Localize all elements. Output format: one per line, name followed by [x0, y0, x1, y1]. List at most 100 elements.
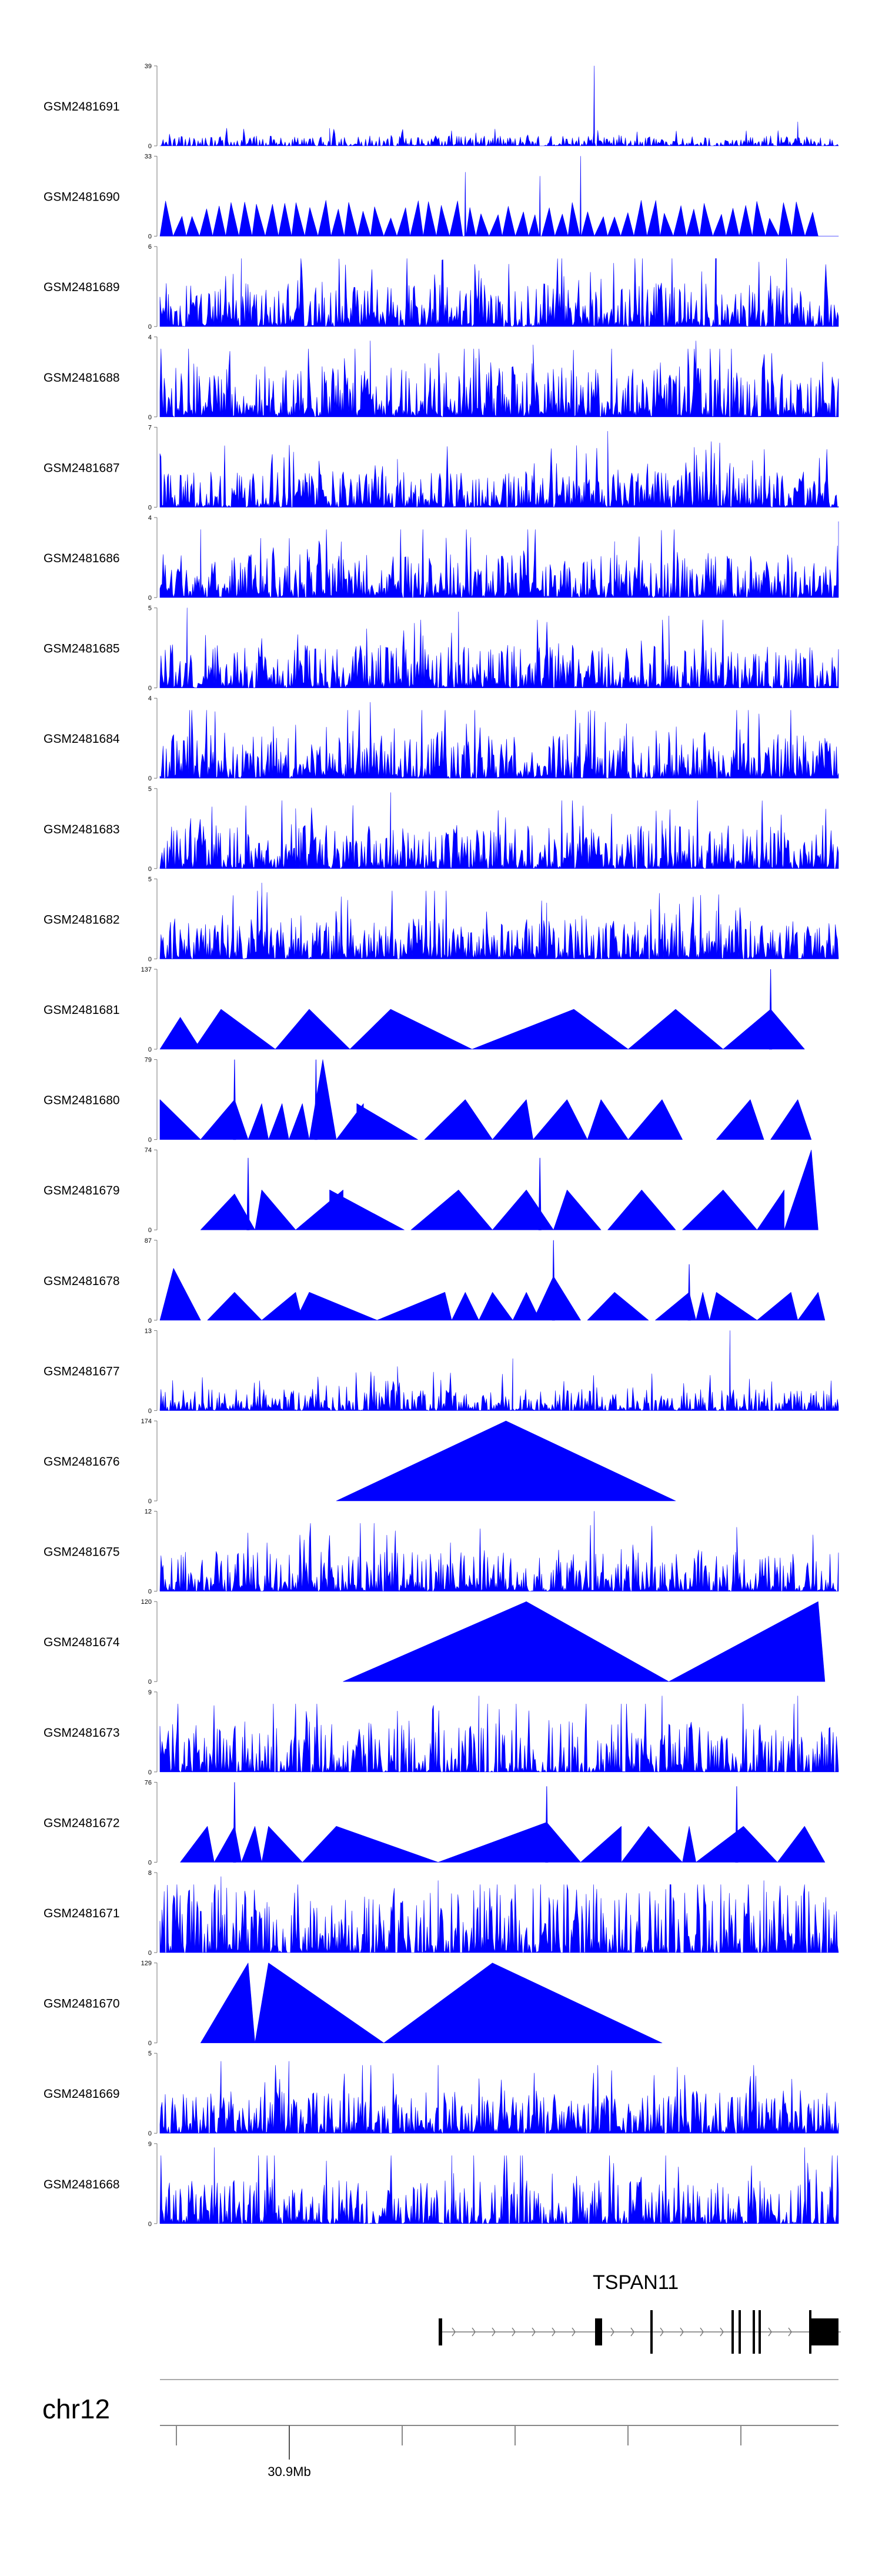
gene-name-label: TSPAN11: [593, 2271, 679, 2294]
y-min-label: 0: [148, 323, 152, 331]
coverage-area: [159, 431, 839, 508]
coverage-area: [159, 65, 839, 146]
track: GSM2481684 4 0: [44, 695, 839, 782]
y-max-label: 39: [145, 63, 152, 70]
track: GSM2481671 8 0: [44, 1870, 839, 1957]
track-label: GSM2481689: [44, 281, 120, 294]
coverage-area: [159, 792, 839, 869]
coverage-spike: [233, 1059, 236, 1140]
coverage-spike: [538, 1157, 542, 1230]
y-min-label: 0: [148, 1407, 152, 1414]
genome-axis: chr12 30.9Mb: [42, 2379, 838, 2479]
y-max-label: 137: [141, 966, 152, 973]
track: GSM2481685 5 0: [44, 605, 839, 692]
gene-track: TSPAN11: [439, 2271, 841, 2354]
coverage-spike: [552, 1240, 555, 1321]
y-max-label: 6: [148, 243, 152, 251]
y-min-label: 0: [148, 1317, 152, 1324]
coverage-area: [159, 1268, 826, 1321]
coverage-area: [159, 1696, 839, 1773]
strand-arrow: [788, 2327, 792, 2337]
exon: [739, 2310, 741, 2354]
track-label: GSM2481675: [44, 1546, 120, 1559]
strand-arrows: [452, 2327, 792, 2337]
y-max-label: 9: [148, 1689, 152, 1696]
track: GSM2481672 76 0: [44, 1779, 826, 1866]
track: GSM2481678 87 0: [44, 1237, 826, 1324]
strand-arrow: [552, 2327, 556, 2337]
y-min-label: 0: [148, 1046, 152, 1053]
track: GSM2481681 137 0: [44, 966, 805, 1053]
track: GSM2481674 120 0: [44, 1599, 826, 1686]
coverage-area: [200, 1963, 663, 2043]
axis-tick-label: 30.9Mb: [268, 2464, 310, 2479]
y-max-label: 87: [145, 1237, 152, 1244]
track: GSM2481679 74 0: [44, 1147, 818, 1234]
y-min-label: 0: [148, 685, 152, 692]
y-min-label: 0: [148, 1589, 152, 1596]
track-label: GSM2481673: [44, 1726, 120, 1740]
track: GSM2481682 5 0: [44, 876, 839, 963]
coverage-spike: [246, 1157, 250, 1230]
coverage-area: [159, 608, 839, 688]
track-label: GSM2481679: [44, 1184, 120, 1197]
coverage-spike: [735, 1786, 739, 1863]
exon: [731, 2310, 734, 2354]
track: GSM2481691 39 0: [44, 63, 839, 150]
track: GSM2481675 12 0: [44, 1509, 839, 1596]
strand-arrow: [512, 2327, 516, 2337]
strand-arrow: [720, 2327, 724, 2337]
track: GSM2481683 5 0: [44, 786, 839, 873]
coverage-spike: [314, 1059, 318, 1140]
track-label: GSM2481678: [44, 1274, 120, 1288]
track-label: GSM2481685: [44, 642, 120, 656]
y-max-label: 5: [148, 786, 152, 793]
track: GSM2481670 129 0: [44, 1960, 663, 2047]
coverage-area: [159, 341, 839, 418]
coverage-area: [180, 1822, 826, 1863]
y-min-label: 0: [148, 1769, 152, 1776]
y-min-label: 0: [148, 2130, 152, 2137]
coverage-area: [159, 702, 839, 779]
y-max-label: 9: [148, 2141, 152, 2148]
y-max-label: 5: [148, 876, 152, 883]
y-min-label: 0: [148, 956, 152, 963]
coverage-spike: [545, 1786, 549, 1863]
track-label: GSM2481686: [44, 552, 120, 565]
track-label: GSM2481676: [44, 1455, 120, 1469]
track-label: GSM2481690: [44, 191, 120, 204]
track-label: GSM2481674: [44, 1636, 120, 1649]
y-max-label: 4: [148, 334, 152, 341]
exon: [811, 2318, 838, 2345]
track-label: GSM2481683: [44, 823, 120, 836]
y-min-label: 0: [148, 1137, 152, 1144]
coverage-area: [336, 1420, 676, 1501]
y-min-label: 0: [148, 233, 152, 241]
chromosome-label: chr12: [42, 2394, 110, 2424]
strand-arrow: [610, 2327, 614, 2337]
strand-arrow: [532, 2327, 536, 2337]
coverage-area: [159, 1009, 805, 1050]
y-max-label: 4: [148, 515, 152, 522]
track-label: GSM2481668: [44, 2178, 120, 2191]
track: GSM2481689 6 0: [44, 243, 839, 331]
exon: [439, 2318, 442, 2345]
strand-arrow: [768, 2327, 772, 2337]
y-min-label: 0: [148, 504, 152, 511]
track-label: GSM2481670: [44, 1997, 120, 2011]
y-max-label: 120: [141, 1599, 152, 1606]
coverage-area: [159, 1059, 812, 1140]
exon: [809, 2310, 811, 2354]
y-min-label: 0: [148, 775, 152, 782]
y-max-label: 76: [145, 1779, 152, 1786]
exon: [595, 2318, 602, 2345]
strand-arrow: [572, 2327, 576, 2337]
track: GSM2481677 13 0: [44, 1327, 839, 1414]
y-min-label: 0: [148, 2040, 152, 2047]
coverage-area: [200, 1149, 818, 1230]
y-min-label: 0: [148, 595, 152, 602]
track: GSM2481668 9 0: [44, 2141, 839, 2228]
track-label: GSM2481677: [44, 1364, 120, 1378]
y-max-label: 33: [145, 154, 152, 161]
